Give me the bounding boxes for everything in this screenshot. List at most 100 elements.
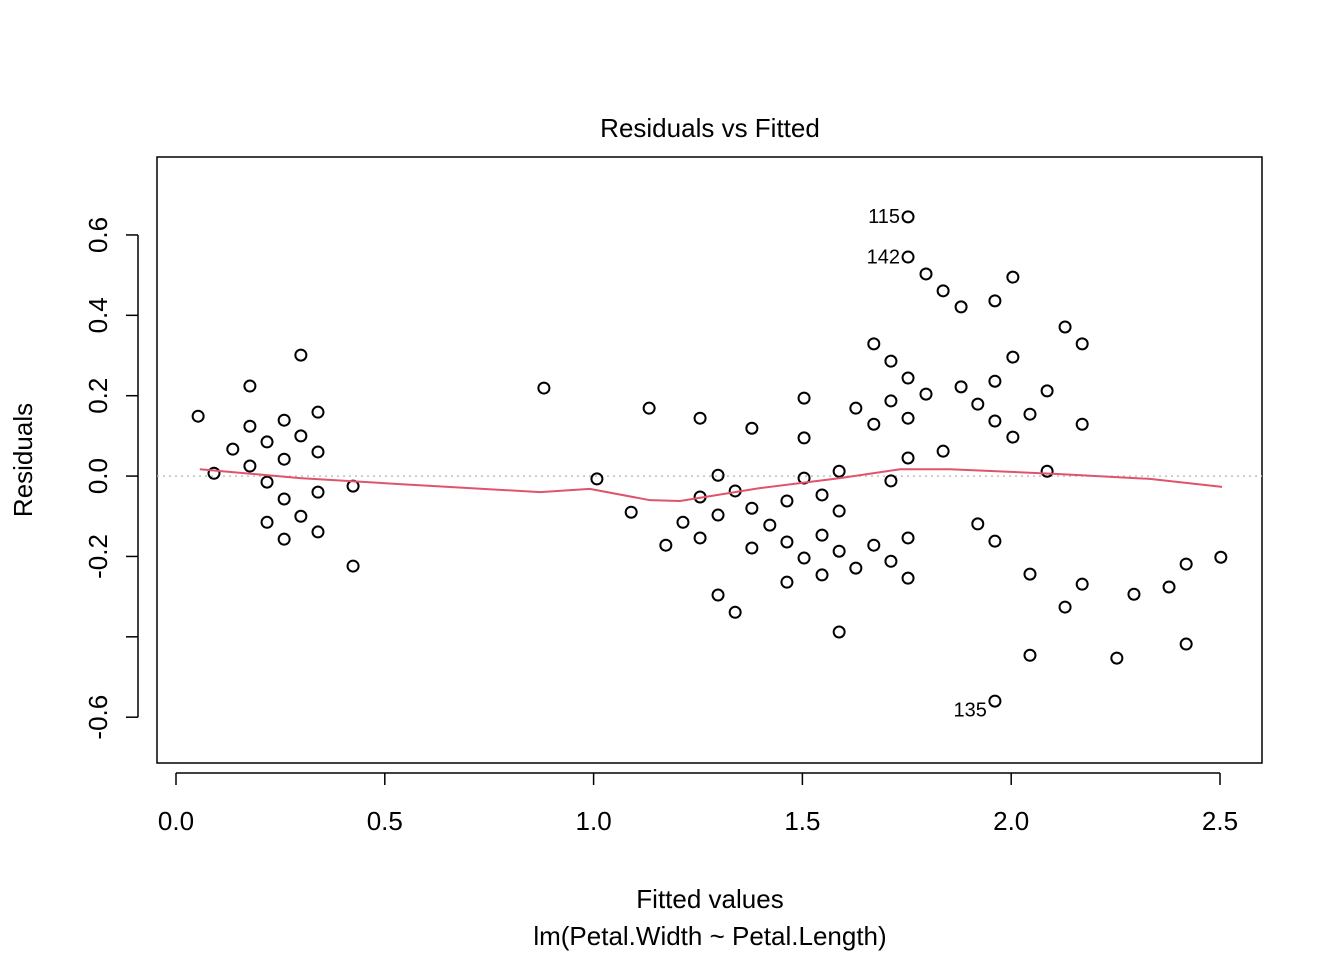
point xyxy=(936,284,950,298)
point xyxy=(277,413,291,427)
point xyxy=(277,492,291,506)
point xyxy=(1075,577,1089,591)
point xyxy=(728,605,742,619)
point xyxy=(1075,417,1089,431)
point xyxy=(988,534,1002,548)
point xyxy=(1179,637,1193,651)
point xyxy=(1006,350,1020,364)
point xyxy=(260,435,274,449)
point xyxy=(971,517,985,531)
point xyxy=(815,528,829,542)
point xyxy=(642,401,656,415)
point xyxy=(191,409,205,423)
point xyxy=(277,532,291,546)
y-tick-label: 0.6 xyxy=(83,217,113,253)
point xyxy=(901,571,915,585)
point xyxy=(294,509,308,523)
point xyxy=(1214,550,1228,564)
point xyxy=(207,466,221,480)
point xyxy=(711,588,725,602)
point xyxy=(988,694,1002,708)
point xyxy=(797,431,811,445)
point xyxy=(226,442,240,456)
point xyxy=(676,515,690,529)
point xyxy=(537,381,551,395)
point xyxy=(745,421,759,435)
point xyxy=(745,501,759,515)
point xyxy=(243,379,257,393)
point xyxy=(901,411,915,425)
point xyxy=(311,445,325,459)
point xyxy=(884,394,898,408)
x-tick-label: 1.0 xyxy=(576,806,612,836)
point xyxy=(849,561,863,575)
y-tick-label: -0.2 xyxy=(83,534,113,579)
point xyxy=(1023,407,1037,421)
point xyxy=(243,419,257,433)
point xyxy=(815,568,829,582)
point xyxy=(867,417,881,431)
y-tick-label: -0.6 xyxy=(83,695,113,740)
point xyxy=(260,515,274,529)
point xyxy=(260,475,274,489)
plot-box xyxy=(156,156,1263,764)
point xyxy=(1023,567,1037,581)
x-tick-label: 0.5 xyxy=(367,806,403,836)
point xyxy=(1162,580,1176,594)
point xyxy=(1023,648,1037,662)
point xyxy=(1179,557,1193,571)
y-tick-label: 0.2 xyxy=(83,378,113,414)
point xyxy=(884,474,898,488)
point xyxy=(919,267,933,281)
point xyxy=(954,300,968,314)
point xyxy=(763,518,777,532)
point xyxy=(867,337,881,351)
point xyxy=(1058,600,1072,614)
smooth-line xyxy=(199,468,1223,502)
point xyxy=(590,472,604,486)
point xyxy=(311,485,325,499)
point xyxy=(919,387,933,401)
point-label: 115 xyxy=(868,206,900,228)
point xyxy=(693,531,707,545)
point xyxy=(884,354,898,368)
point xyxy=(832,625,846,639)
point xyxy=(243,459,257,473)
point xyxy=(936,444,950,458)
point xyxy=(311,405,325,419)
point-label: 142 xyxy=(867,246,900,268)
point xyxy=(988,414,1002,428)
point xyxy=(346,559,360,573)
point xyxy=(832,504,846,518)
point xyxy=(867,538,881,552)
point xyxy=(1006,430,1020,444)
point xyxy=(1040,464,1054,478)
point xyxy=(711,508,725,522)
y-axis-label: Residuals xyxy=(8,403,38,517)
point xyxy=(1006,270,1020,284)
x-tick-label: 1.5 xyxy=(784,806,820,836)
point xyxy=(1110,651,1124,665)
point xyxy=(311,525,325,539)
point xyxy=(624,505,638,519)
x-tick-label: 0.0 xyxy=(158,806,194,836)
point xyxy=(884,554,898,568)
point xyxy=(988,374,1002,388)
x-tick-label: 2.0 xyxy=(993,806,1029,836)
point xyxy=(797,391,811,405)
point xyxy=(901,371,915,385)
point xyxy=(988,294,1002,308)
point xyxy=(971,397,985,411)
y-tick-label: 0.4 xyxy=(83,297,113,333)
point xyxy=(659,538,673,552)
point xyxy=(954,380,968,394)
point xyxy=(1127,587,1141,601)
point xyxy=(693,411,707,425)
point xyxy=(1058,320,1072,334)
y-tick-label: 0.0 xyxy=(83,458,113,494)
point xyxy=(780,494,794,508)
point xyxy=(901,531,915,545)
point xyxy=(745,541,759,555)
point xyxy=(711,468,725,482)
